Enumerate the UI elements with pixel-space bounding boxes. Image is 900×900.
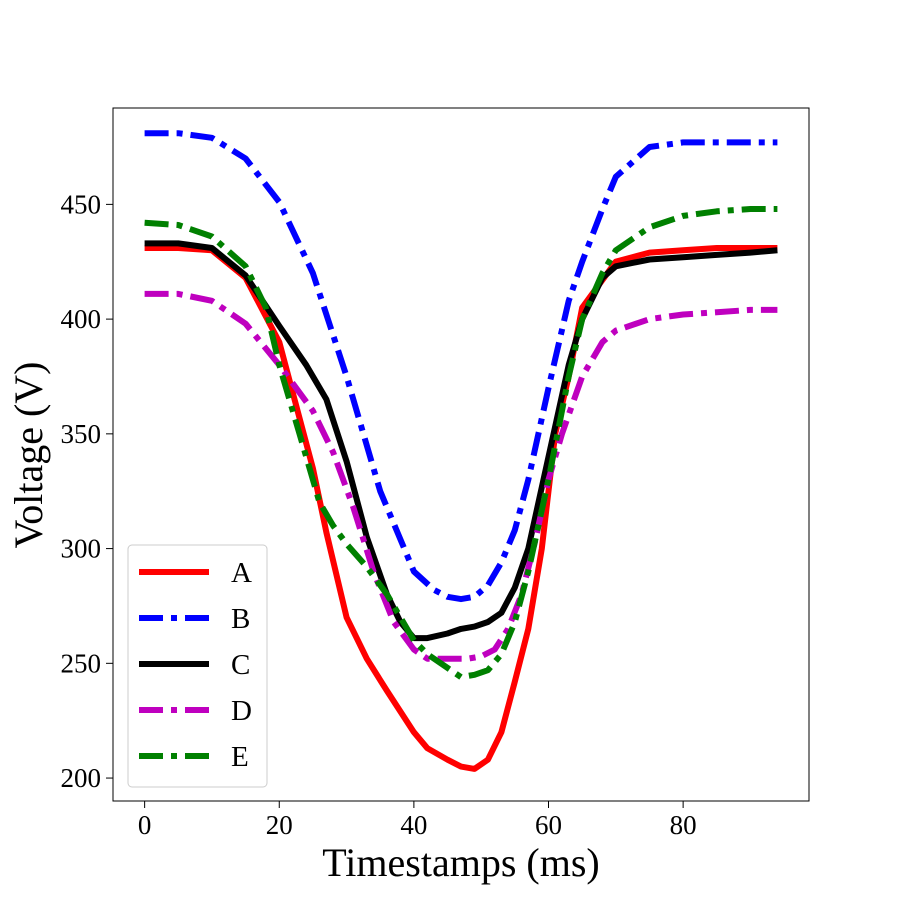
legend-label-e: E: [231, 741, 249, 773]
x-tick-label: 20: [266, 810, 293, 840]
y-tick-label: 400: [61, 304, 102, 334]
plot-frame: [112, 107, 810, 802]
series-line-b: [144, 130, 778, 603]
legend-label-d: D: [231, 695, 252, 727]
x-tick-label: 0: [138, 810, 152, 840]
series-line-e: [144, 206, 778, 681]
series-line-d: [144, 290, 778, 662]
x-axis-label: Timestamps (ms): [322, 840, 599, 885]
series-line-c: [144, 240, 778, 642]
y-tick-label: 200: [61, 763, 102, 793]
axes-layer: 0 20 40 60 80 200 250 300 350 400 450: [61, 107, 810, 840]
x-tick-label: 60: [535, 810, 562, 840]
y-tick-label: 250: [61, 648, 102, 678]
series-layer: [144, 130, 778, 772]
y-tick-label: 350: [61, 419, 102, 449]
x-tick-label: 80: [670, 810, 697, 840]
y-tick-label: 300: [61, 534, 102, 564]
legend-label-c: C: [231, 649, 250, 681]
y-tick-label: 450: [61, 189, 102, 219]
y-axis-label: Voltage (V): [6, 362, 51, 549]
legend-label-b: B: [231, 603, 250, 635]
legend-label-a: A: [231, 557, 252, 589]
x-tick-label: 40: [400, 810, 427, 840]
